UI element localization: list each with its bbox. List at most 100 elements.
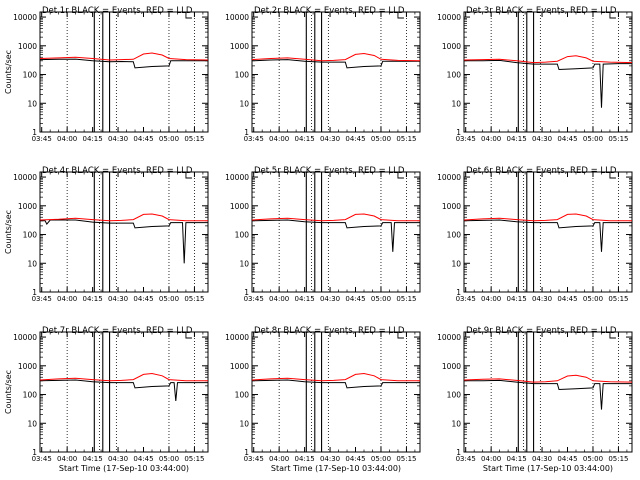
- x-tick-label: 04:00: [481, 455, 501, 463]
- x-tick-label: 03:45: [244, 135, 264, 143]
- x-tick-label: 05:15: [608, 135, 628, 143]
- x-tick-label: 03:45: [456, 455, 476, 463]
- x-axis-label: Start Time (17-Sep-10 03:44:00): [483, 464, 613, 473]
- x-tick-label: 04:45: [557, 295, 577, 303]
- bracket-marker: [609, 12, 616, 19]
- x-tick-label: 05:00: [371, 135, 391, 143]
- series-events-line: [39, 58, 208, 69]
- x-axis-label: Start Time (17-Sep-10 03:44:00): [271, 464, 401, 473]
- x-tick-label: 05:00: [583, 135, 603, 143]
- x-tick-label: 05:15: [608, 295, 628, 303]
- panel-title: Det 2r BLACK = Events, RED = LLD: [254, 6, 405, 16]
- x-tick-label: 05:00: [371, 455, 391, 463]
- y-tick-label: 1: [32, 288, 37, 297]
- x-tick-label: 04:30: [320, 455, 340, 463]
- x-tick-label: 04:30: [320, 295, 340, 303]
- x-tick-label: 03:45: [456, 135, 476, 143]
- y-tick-label: 100: [23, 71, 38, 80]
- plot-frame: [463, 11, 633, 133]
- y-tick-label: 10000: [13, 173, 37, 182]
- x-tick-label: 05:00: [159, 455, 179, 463]
- x-tick-label: 04:00: [57, 135, 77, 143]
- y-tick-label: 10: [27, 259, 37, 268]
- panel-det-2r: Det 2r BLACK = Events, RED = LLD 1 10 100 10…: [225, 6, 421, 143]
- x-tick-label: 04:15: [295, 135, 315, 143]
- panel-det-7r: Det 7r BLACK = Events, RED = LLD 1 10 100 10…: [4, 326, 209, 473]
- x-tick-label: 04:30: [320, 135, 340, 143]
- x-axis-label: Start Time (17-Sep-10 03:44:00): [59, 464, 189, 473]
- plot-frame: [39, 331, 209, 453]
- bracket-marker: [185, 172, 192, 179]
- x-tick-label: 04:00: [269, 295, 289, 303]
- bracket-marker: [397, 172, 404, 179]
- y-tick-label: 1: [456, 128, 461, 137]
- x-tick-label: 04:45: [345, 135, 365, 143]
- y-tick-label: 1: [456, 448, 461, 457]
- y-tick-label: 100: [235, 71, 250, 80]
- panel-det-5r: Det 5r BLACK = Events, RED = LLD 1 10 100 10…: [225, 166, 421, 303]
- x-tick-label: 04:30: [532, 135, 552, 143]
- x-tick-label: 04:15: [83, 455, 103, 463]
- y-tick-label: 1000: [18, 202, 37, 211]
- bracket-marker: [609, 172, 616, 179]
- bracket-marker: [397, 12, 404, 19]
- y-tick-label: 10000: [225, 173, 249, 182]
- y-tick-label: 1: [32, 128, 37, 137]
- bracket-marker: [609, 332, 616, 339]
- plot-frame: [463, 171, 633, 293]
- y-tick-label: 1000: [230, 362, 249, 371]
- x-tick-label: 04:45: [557, 135, 577, 143]
- x-tick-label: 05:15: [184, 295, 204, 303]
- y-tick-label: 1: [456, 288, 461, 297]
- bracket-marker: [185, 332, 192, 339]
- x-tick-label: 04:00: [481, 135, 501, 143]
- y-tick-label: 10: [27, 99, 37, 108]
- y-tick-label: 1: [32, 448, 37, 457]
- x-tick-label: 04:30: [108, 295, 128, 303]
- y-tick-label: 10: [27, 419, 37, 428]
- y-tick-label: 10: [451, 419, 461, 428]
- y-tick-label: 10000: [437, 333, 461, 342]
- y-tick-label: 10: [239, 419, 249, 428]
- panel-title: Det 9r BLACK = Events, RED = LLD: [466, 326, 617, 336]
- x-tick-label: 03:45: [244, 295, 264, 303]
- series-lld-line: [463, 374, 633, 383]
- x-tick-label: 05:15: [396, 455, 416, 463]
- series-events-line: [463, 219, 632, 252]
- y-tick-label: 1000: [442, 202, 461, 211]
- bracket-marker: [185, 12, 192, 19]
- series-events-line: [464, 59, 632, 108]
- x-tick-label: 04:15: [295, 295, 315, 303]
- series-lld-line: [251, 372, 420, 382]
- series-lld-line: [251, 213, 420, 222]
- x-tick-label: 05:15: [396, 135, 416, 143]
- y-tick-label: 10000: [225, 333, 249, 342]
- x-tick-label: 04:15: [295, 455, 315, 463]
- y-tick-label: 1000: [18, 362, 37, 371]
- x-tick-label: 04:45: [133, 455, 153, 463]
- y-axis-label: Counts/sec: [4, 50, 13, 94]
- x-tick-label: 05:00: [159, 135, 179, 143]
- y-tick-label: 1000: [230, 202, 249, 211]
- x-tick-label: 05:00: [583, 455, 603, 463]
- series-events-line: [464, 379, 632, 410]
- y-tick-label: 10000: [13, 13, 37, 22]
- series-events-line: [251, 379, 420, 389]
- x-tick-label: 03:45: [32, 455, 52, 463]
- x-tick-label: 04:45: [557, 455, 577, 463]
- y-tick-label: 100: [23, 391, 38, 400]
- x-tick-label: 05:15: [184, 135, 204, 143]
- y-tick-label: 10000: [13, 333, 37, 342]
- y-tick-label: 100: [23, 231, 38, 240]
- x-tick-label: 04:45: [345, 455, 365, 463]
- y-tick-label: 100: [447, 231, 462, 240]
- series-events-line: [39, 379, 208, 401]
- series-lld-line: [39, 213, 208, 222]
- x-tick-label: 04:30: [108, 455, 128, 463]
- y-tick-label: 100: [447, 391, 462, 400]
- plot-frame: [251, 331, 421, 453]
- panel-title: Det 7r BLACK = Events, RED = LLD: [42, 326, 193, 336]
- x-tick-label: 04:45: [133, 135, 153, 143]
- y-tick-label: 1000: [230, 42, 249, 51]
- panel-title: Det 6r BLACK = Events, RED = LLD: [466, 166, 617, 176]
